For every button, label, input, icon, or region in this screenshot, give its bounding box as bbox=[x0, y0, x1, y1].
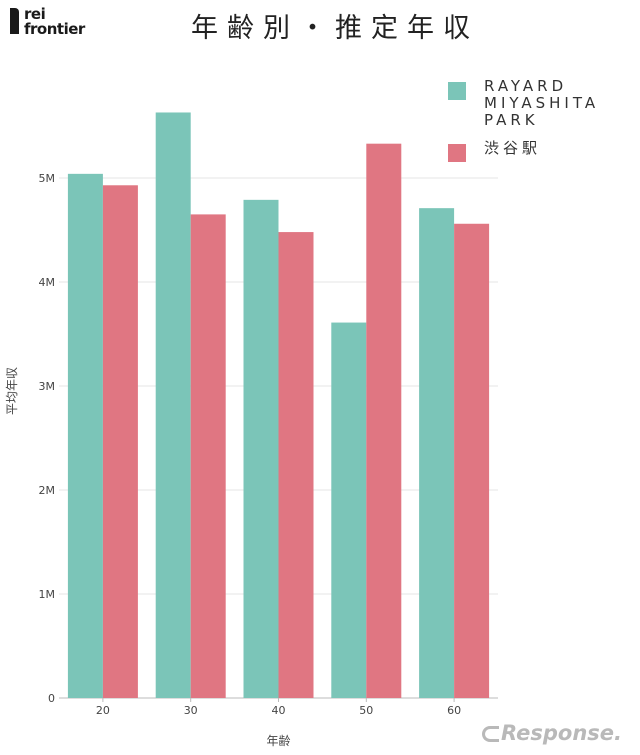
logo-mark-icon bbox=[10, 8, 19, 34]
y-tick-label: 0 bbox=[48, 692, 55, 705]
bar bbox=[102, 185, 138, 698]
legend-label-rayard: RAYARD MIYASHITA PARK bbox=[484, 77, 600, 129]
legend-label-shibuya: 渋谷駅 bbox=[484, 139, 542, 157]
bar bbox=[67, 173, 103, 699]
company-logo: rei frontier bbox=[10, 6, 110, 40]
y-tick-label: 3M bbox=[39, 380, 56, 393]
y-axis-title: 平均年収 bbox=[5, 367, 19, 415]
bar bbox=[155, 112, 191, 699]
x-tick-label: 20 bbox=[96, 704, 110, 717]
bar bbox=[454, 223, 490, 698]
watermark-text: Response. bbox=[501, 721, 622, 745]
watermark: Response. bbox=[482, 721, 622, 745]
x-tick-label: 60 bbox=[447, 704, 461, 717]
y-tick-label: 1M bbox=[39, 588, 56, 601]
chart-title: 年齢別・推定年収 bbox=[191, 13, 479, 44]
bar bbox=[331, 322, 367, 698]
legend-swatch-shibuya bbox=[448, 144, 466, 162]
x-tick-label: 30 bbox=[184, 704, 198, 717]
bar bbox=[190, 214, 226, 698]
legend-swatch-rayard bbox=[448, 82, 466, 100]
bar bbox=[278, 232, 314, 698]
bar bbox=[366, 143, 402, 698]
bar bbox=[419, 208, 455, 698]
y-tick-label: 4M bbox=[39, 276, 56, 289]
y-tick-label: 2M bbox=[39, 484, 56, 497]
bar bbox=[243, 199, 279, 698]
logo-line2: frontier bbox=[24, 20, 85, 38]
watermark-swoosh-icon bbox=[482, 726, 499, 742]
logo-line1: rei bbox=[24, 5, 46, 23]
y-tick-label: 5M bbox=[39, 172, 56, 185]
x-axis-title: 年齢 bbox=[266, 733, 290, 748]
x-tick-label: 40 bbox=[272, 704, 286, 717]
x-tick-label: 50 bbox=[359, 704, 373, 717]
